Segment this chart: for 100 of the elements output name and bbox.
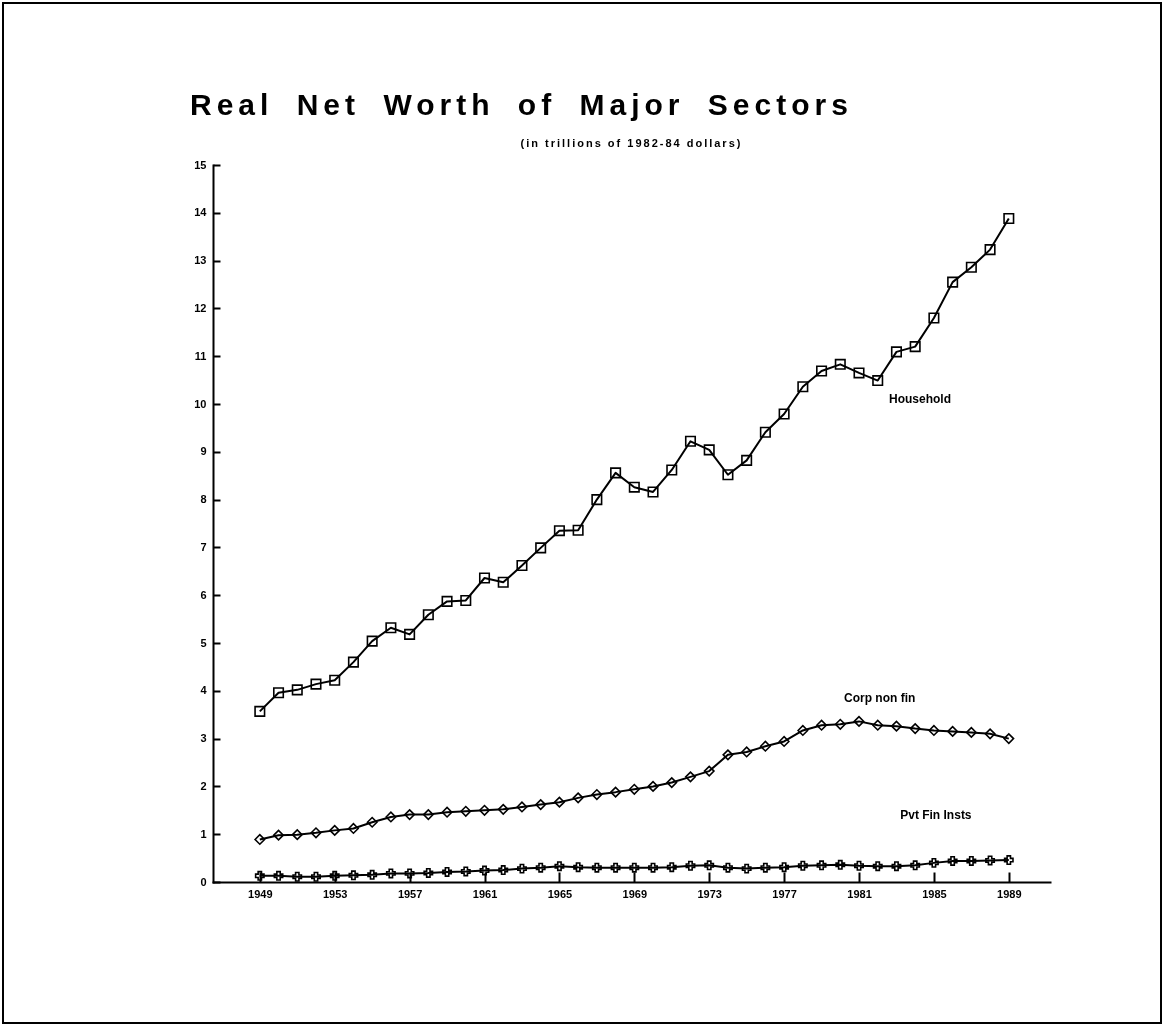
point xyxy=(422,809,434,821)
point xyxy=(422,609,434,621)
point xyxy=(366,635,378,647)
point xyxy=(272,829,285,841)
point xyxy=(310,678,322,690)
point xyxy=(572,792,584,804)
point xyxy=(797,381,809,393)
point xyxy=(347,822,359,835)
point xyxy=(291,684,303,696)
point xyxy=(367,869,378,880)
point xyxy=(703,444,715,456)
point xyxy=(909,723,921,735)
point xyxy=(835,859,846,870)
point xyxy=(497,803,509,815)
point xyxy=(535,799,547,811)
point xyxy=(311,871,321,882)
point xyxy=(366,816,378,828)
point xyxy=(666,862,677,873)
point xyxy=(610,786,622,798)
point xyxy=(816,365,828,377)
point xyxy=(703,765,715,777)
point xyxy=(947,725,959,737)
point xyxy=(460,805,472,817)
y-tick-label: 3 xyxy=(200,732,207,745)
point xyxy=(816,719,828,731)
point xyxy=(947,855,958,866)
point xyxy=(273,870,284,881)
point xyxy=(722,862,733,873)
point xyxy=(704,860,715,871)
y-tick-label: 4 xyxy=(200,684,208,697)
point xyxy=(684,435,697,447)
point xyxy=(834,718,846,730)
point xyxy=(516,560,528,572)
point xyxy=(759,740,771,752)
point xyxy=(666,464,678,476)
point xyxy=(329,824,341,836)
y-tick-label: 13 xyxy=(194,254,207,267)
point xyxy=(779,862,790,873)
point xyxy=(553,796,565,808)
point xyxy=(872,861,883,872)
point xyxy=(685,860,696,871)
point xyxy=(759,426,771,438)
series-label: Household xyxy=(888,392,951,407)
point xyxy=(479,865,490,876)
point xyxy=(535,542,547,554)
y-tick-label: 10 xyxy=(194,397,207,410)
point xyxy=(348,870,359,881)
point xyxy=(441,806,453,818)
point xyxy=(928,724,940,737)
point xyxy=(628,783,640,795)
point xyxy=(872,375,884,387)
y-tick-label: 8 xyxy=(200,493,207,506)
point xyxy=(610,467,622,479)
y-tick-label: 9 xyxy=(200,445,207,458)
point xyxy=(741,454,753,466)
point xyxy=(666,777,678,789)
point xyxy=(797,860,808,871)
point xyxy=(423,867,434,878)
y-tick-label: 1 xyxy=(200,827,207,840)
point xyxy=(591,862,602,873)
point xyxy=(778,408,790,420)
point xyxy=(460,866,471,877)
point xyxy=(910,860,921,871)
chart-title: Real Net Worth of Major Sectors xyxy=(190,88,853,122)
point xyxy=(554,861,565,872)
point xyxy=(778,735,790,748)
point xyxy=(610,862,621,873)
y-tick-label: 6 xyxy=(200,588,207,601)
point xyxy=(984,728,996,740)
point xyxy=(965,726,977,738)
point xyxy=(722,469,734,481)
point xyxy=(460,594,472,606)
point xyxy=(591,788,603,801)
point xyxy=(497,576,509,588)
point xyxy=(272,687,285,699)
point xyxy=(516,863,527,874)
point xyxy=(891,861,902,872)
x-tick-label: 1985 xyxy=(922,887,947,900)
point xyxy=(385,868,396,879)
point xyxy=(853,715,865,727)
point xyxy=(347,656,359,668)
point xyxy=(385,811,397,823)
point xyxy=(291,829,303,841)
y-tick-label: 7 xyxy=(200,540,207,553)
point xyxy=(404,809,416,821)
point xyxy=(404,868,415,879)
x-tick-label: 1957 xyxy=(397,887,423,900)
point xyxy=(572,524,584,536)
point xyxy=(797,724,809,737)
point xyxy=(628,481,640,493)
y-tick-label: 0 xyxy=(200,875,207,888)
point xyxy=(441,595,453,607)
point xyxy=(498,865,509,876)
point xyxy=(984,244,996,256)
point xyxy=(647,780,659,792)
point xyxy=(310,827,322,839)
point xyxy=(329,674,341,686)
point xyxy=(647,486,659,498)
point xyxy=(1003,855,1014,865)
x-tick-label: 1949 xyxy=(248,887,273,900)
